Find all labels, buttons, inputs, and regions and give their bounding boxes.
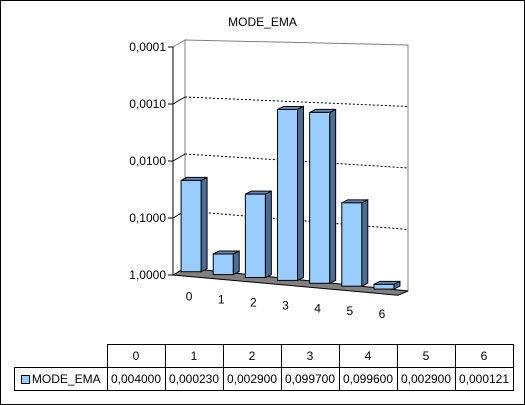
x-tick-label: 1 [218,293,225,307]
bar-side [264,190,272,279]
y-tick-label: 1,0000 [129,268,166,282]
x-axis-ticks: 0 1 2 3 4 5 6 [186,290,386,321]
y-axis-ticks: 0,0001 0,0010 0,0100 0,1000 1,0000 [129,40,174,282]
x-tick-label: 3 [282,298,289,312]
table-header-cell: 0 [106,344,166,368]
data-table: 0 1 2 3 4 5 6 MODE_EMA 0,004000 0,000230… [14,344,514,391]
bar-side [297,105,304,282]
table-value-cell: 0,004000 [106,367,166,391]
y-tick-label: 0,0010 [129,97,166,111]
bar [244,190,272,279]
bar [309,108,337,285]
table-header-cell: 6 [454,344,514,368]
table-header-cell: 4 [338,344,398,368]
gridlines [172,96,409,230]
x-tick-label: 5 [346,304,353,318]
gridline-side [172,153,186,162]
bar-side [232,250,240,276]
bar-front [373,283,395,290]
table-value-cell: 0,099600 [338,367,398,391]
y-tick-label: 0,0001 [129,40,166,54]
bar [212,250,240,276]
y-tick-label: 0,1000 [129,211,166,225]
bar-front [277,108,298,281]
legend-label: MODE_EMA [31,372,101,386]
table-header-cell: 3 [280,344,340,368]
table-value-cell: 0,000230 [164,367,224,391]
gridline-side [172,96,186,105]
legend-key [20,375,30,384]
bars [180,105,401,290]
gridline [184,153,409,169]
bar [277,105,304,282]
chart-title: MODE_EMA [228,15,297,29]
legend-cell: MODE_EMA [14,367,108,391]
bar-side [329,108,337,285]
table-row: MODE_EMA 0,004000 0,000230 0,002900 0,09… [14,367,514,391]
gridline [184,96,409,107]
x-tick-label: 2 [250,296,257,310]
bar-side [200,176,208,273]
table-header-cell: 5 [396,344,456,368]
table-value-cell: 0,002900 [222,367,282,391]
table-header-row: 0 1 2 3 4 5 6 [14,344,514,368]
bar-side [361,199,369,287]
x-tick-label: 6 [379,307,386,321]
table-header-cell: 2 [222,344,282,368]
table-corner [14,344,108,368]
bar-front [309,111,331,284]
y-tick-label: 0,0100 [129,154,166,168]
table-value-cell: 0,099700 [280,367,340,391]
bar-front [212,253,234,276]
bar-front [244,193,266,279]
table-header-cell: 1 [164,344,224,368]
table-value-cell: 0,000121 [454,367,514,391]
x-tick-label: 4 [314,301,321,315]
gridline [184,210,409,230]
x-tick-label: 0 [186,290,193,304]
bar [373,280,401,290]
table-value-cell: 0,002900 [396,367,456,391]
bar-front [341,202,363,287]
bar [341,199,369,287]
bar-front [180,179,202,273]
chart-plot-area: 0,0001 0,0010 0,0100 0,1000 1,0000 0 1 2 3 4 5 6 [129,39,409,321]
bar [180,176,208,273]
